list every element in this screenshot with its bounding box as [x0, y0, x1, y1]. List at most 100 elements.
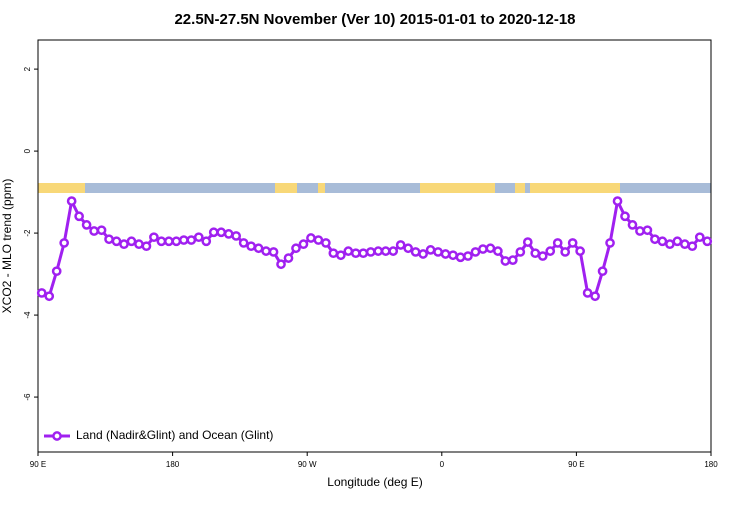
data-point — [463, 251, 473, 261]
data-point — [522, 237, 533, 247]
data-point — [485, 243, 496, 254]
data-point — [365, 247, 376, 257]
data-point — [597, 266, 608, 277]
data-point — [253, 243, 264, 254]
data-point — [328, 248, 339, 259]
x-tick-label: 180 — [166, 460, 180, 469]
data-point — [470, 247, 481, 257]
data-point — [89, 226, 99, 236]
data-point — [74, 211, 84, 222]
data-point — [216, 227, 227, 238]
data-point — [44, 291, 55, 302]
data-point — [178, 235, 189, 245]
data-point — [164, 236, 174, 247]
data-point — [410, 247, 421, 257]
x-tick-label: 90 E — [30, 460, 46, 469]
chart-title: 22.5N-27.5N November (Ver 10) 2015-01-01… — [174, 11, 575, 28]
data-point — [380, 246, 391, 256]
data-point — [231, 231, 242, 241]
y-tick-label: -6 — [23, 393, 32, 401]
data-point — [201, 236, 212, 247]
data-point — [395, 240, 406, 250]
data-point — [433, 247, 443, 257]
data-point — [545, 246, 556, 256]
data-point — [313, 235, 324, 245]
data-point — [193, 232, 204, 243]
data-point — [665, 239, 675, 250]
x-tick-label: 90 E — [568, 460, 584, 469]
data-point — [567, 238, 578, 248]
data-point — [605, 238, 615, 248]
data-point — [291, 243, 301, 254]
data-point — [582, 288, 593, 298]
data-point — [119, 239, 129, 250]
data-point — [66, 196, 77, 206]
data-point — [620, 211, 630, 222]
data-point — [500, 256, 511, 266]
land-ocean-strip — [38, 183, 711, 193]
y-axis-label: XCO2 - MLO trend (ppm) — [0, 179, 14, 314]
y-tick-label: 0 — [23, 148, 32, 153]
data-point — [448, 250, 458, 261]
data-point — [702, 236, 713, 247]
data-point — [343, 246, 354, 256]
data-point — [134, 239, 144, 250]
data-point — [627, 220, 638, 230]
data-point — [283, 253, 294, 263]
y-tick-label: 2 — [23, 66, 32, 71]
data-point — [679, 239, 690, 250]
data-point — [246, 241, 256, 252]
data-point — [51, 266, 62, 277]
data-point — [455, 252, 466, 263]
data-point — [59, 238, 70, 248]
data-point — [612, 196, 623, 206]
x-tick-label: 180 — [704, 460, 718, 469]
legend-label: Land (Nadir&Glint) and Ocean (Glint) — [76, 428, 273, 442]
data-point — [373, 246, 384, 256]
data-point — [440, 249, 451, 259]
data-point — [478, 244, 488, 254]
data-point — [36, 288, 47, 298]
data-point — [156, 236, 167, 247]
data-point — [560, 247, 571, 257]
data-point — [149, 232, 159, 243]
x-axis-label: Longitude (deg E) — [327, 475, 422, 489]
data-point — [104, 234, 114, 245]
data-point — [418, 249, 428, 259]
data-point — [657, 236, 668, 247]
data-point — [358, 248, 369, 259]
data-point — [126, 236, 137, 247]
data-point — [537, 251, 548, 261]
data-point — [306, 233, 316, 243]
data-point — [141, 241, 152, 252]
data-point — [81, 220, 92, 230]
data-point — [208, 227, 219, 238]
data-point — [268, 247, 279, 257]
data-point — [530, 248, 541, 259]
data-point — [336, 250, 346, 261]
legend-marker — [52, 431, 62, 441]
data-point — [223, 229, 234, 239]
data-point — [186, 235, 197, 245]
data-point — [507, 255, 518, 265]
data-point — [515, 247, 526, 257]
data-point — [590, 291, 600, 302]
data-point — [321, 238, 331, 248]
x-tick-label: 0 — [440, 460, 445, 469]
data-point — [403, 243, 413, 254]
data-point — [276, 259, 286, 270]
data-point — [694, 232, 705, 243]
data-point — [261, 246, 271, 256]
data-point — [575, 246, 585, 256]
data-point — [650, 234, 660, 245]
data-point — [493, 246, 503, 256]
y-tick-label: -2 — [23, 229, 32, 237]
y-tick-label: -4 — [23, 311, 32, 319]
data-point — [238, 238, 249, 248]
data-point — [672, 236, 683, 247]
data-point — [425, 245, 436, 255]
data-point — [111, 236, 122, 247]
data-point — [298, 239, 309, 250]
plot-frame — [37, 39, 712, 453]
